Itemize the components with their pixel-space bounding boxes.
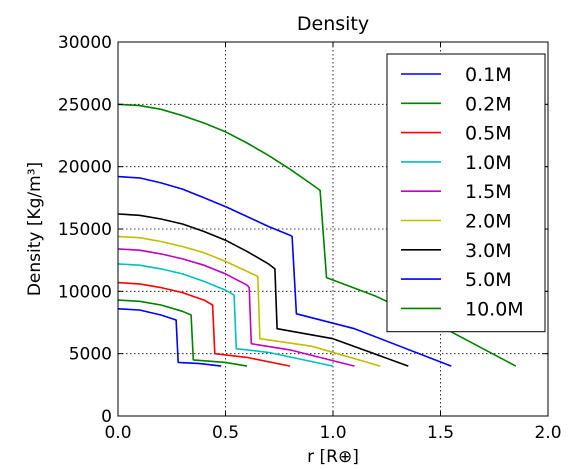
series-line-1-5m: [117, 248, 355, 367]
legend-label: 0.2M: [465, 93, 512, 115]
y-tick-label: 10000: [58, 282, 112, 302]
legend-label: 1.5M: [465, 181, 512, 203]
legend-label: 10.0M: [465, 298, 524, 320]
legend-label: 0.5M: [465, 123, 512, 145]
y-tick-label: 20000: [58, 158, 112, 178]
series-line-0-5m: [117, 281, 291, 367]
x-tick-label: 0.5: [212, 423, 239, 443]
series-line-3-0m: [117, 213, 409, 367]
x-tick-label: 0.0: [104, 423, 131, 443]
y-tick-label: 15000: [58, 220, 112, 240]
series-line-10-0m: [117, 103, 517, 367]
y-axis-label: Density [Kg/m³]: [25, 162, 45, 296]
series-line-0-1m: [117, 308, 222, 367]
y-tick-label: 0: [101, 407, 112, 427]
legend-label: 2.0M: [465, 211, 512, 233]
series-line-5-0m: [117, 175, 452, 367]
axis-ticks: 0.0 0.5 1.0 1.5 2.0 0 5000 10000 15000 20000 25000…: [58, 33, 562, 443]
x-tick-label: 1.5: [427, 423, 454, 443]
x-tick-label: 1.0: [319, 423, 346, 443]
legend-label: 5.0M: [465, 269, 512, 291]
y-tick-label: 30000: [58, 33, 112, 53]
y-tick-label: 5000: [69, 345, 112, 365]
chart-title: Density: [297, 13, 369, 35]
plot-area: [117, 103, 517, 367]
legend-box: [386, 53, 546, 333]
series-line-1-0m: [117, 263, 334, 367]
legend: 0.1M 0.2M 0.5M 1.0M 1.5M 2.0M 3.0M 5.0M 10.0M: [386, 53, 546, 333]
x-axis-label: r [R⊕]: [307, 447, 359, 467]
y-tick-label: 25000: [58, 95, 112, 115]
x-tick-label: 2.0: [534, 423, 561, 443]
legend-label: 1.0M: [465, 152, 512, 174]
series-line-2-0m: [117, 235, 381, 367]
series-line-0-2m: [117, 299, 248, 367]
legend-label: 3.0M: [465, 240, 512, 262]
legend-label: 0.1M: [465, 64, 512, 86]
